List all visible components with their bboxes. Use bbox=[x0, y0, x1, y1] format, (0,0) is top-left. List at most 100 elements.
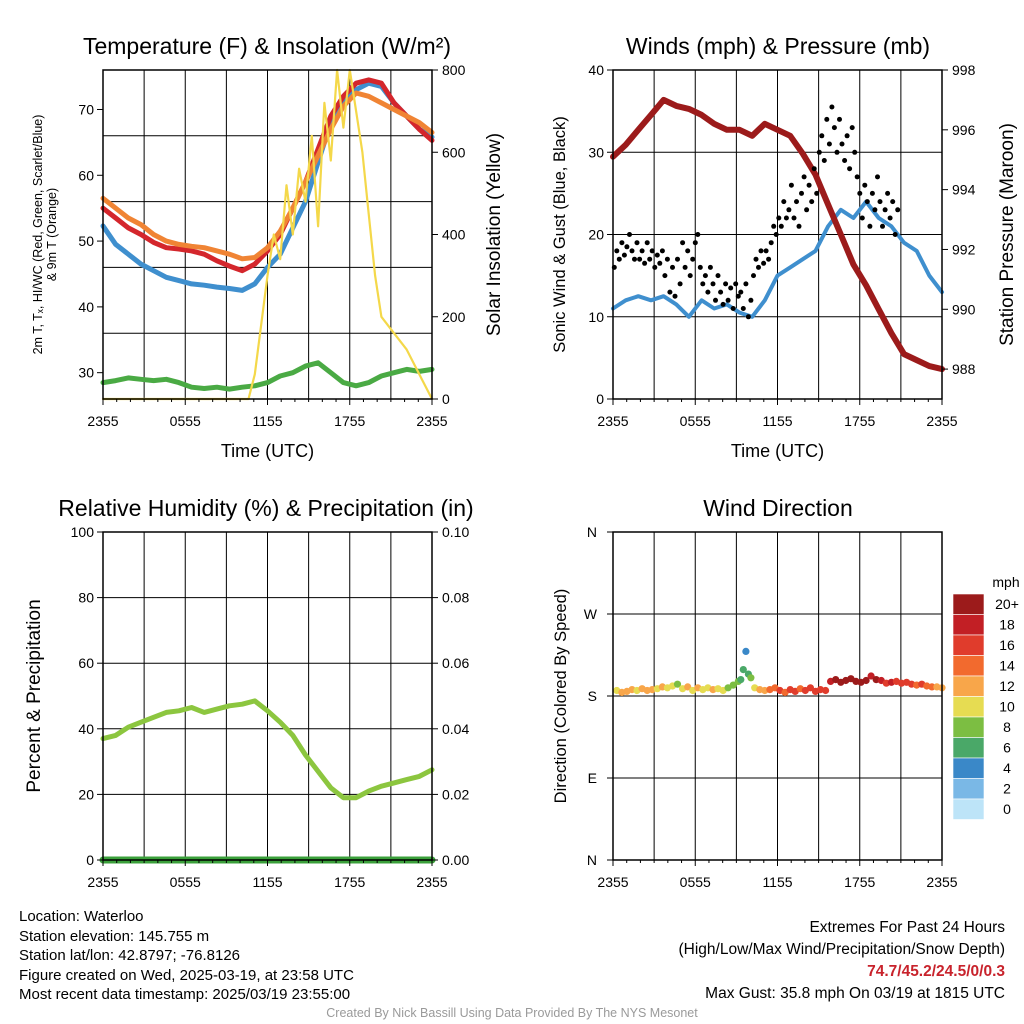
wind-x-tick-label: 2355 bbox=[597, 413, 628, 429]
gust-point bbox=[723, 281, 729, 287]
wind-title: Winds (mph) & Pressure (mb) bbox=[626, 33, 930, 59]
rh-y-axis-label: Percent & Precipitation bbox=[24, 599, 45, 792]
temp-y-tick-label: 30 bbox=[78, 365, 94, 381]
gust-point bbox=[852, 149, 858, 155]
gust-point bbox=[662, 273, 668, 279]
legend-label: 18 bbox=[999, 617, 1015, 633]
gust-point bbox=[682, 264, 688, 270]
wind-y2-tick-label: 998 bbox=[952, 62, 976, 78]
legend-label: 8 bbox=[1003, 719, 1011, 735]
dir-y-tick-label: N bbox=[587, 524, 597, 540]
wind-series-line bbox=[611, 199, 944, 319]
dir-x-tick-label: 0555 bbox=[680, 874, 711, 890]
gust-point bbox=[885, 190, 891, 196]
gust-point bbox=[616, 256, 622, 262]
extremes-values: 74.7/45.2/24.5/0/0.3 bbox=[867, 963, 1005, 980]
gust-point bbox=[758, 248, 764, 254]
gust-point bbox=[842, 158, 848, 163]
gust-point bbox=[702, 273, 708, 279]
rh-x-tick-label: 2355 bbox=[87, 874, 118, 890]
temp-y-tick-label: 50 bbox=[78, 233, 94, 249]
gust-point bbox=[720, 301, 726, 307]
gust-point bbox=[791, 215, 797, 221]
gust-point bbox=[685, 248, 691, 254]
wind-direction-point bbox=[806, 684, 815, 692]
temp-series-line bbox=[100, 360, 435, 392]
wind-y-tick-label: 10 bbox=[588, 309, 604, 325]
gust-point bbox=[687, 273, 693, 279]
rh-y-tick-label: 20 bbox=[78, 786, 94, 802]
gust-point bbox=[877, 199, 883, 205]
gust-point bbox=[677, 281, 683, 287]
gust-point bbox=[814, 190, 820, 196]
gust-point bbox=[639, 248, 645, 254]
wind-x-axis-label: Time (UTC) bbox=[731, 441, 824, 461]
credit-line: Created By Nick Bassill Using Data Provi… bbox=[326, 1006, 698, 1020]
legend-swatch bbox=[952, 634, 985, 656]
temp-y2-tick-label: 400 bbox=[442, 227, 466, 243]
wind-direction-point bbox=[867, 672, 875, 680]
gust-point bbox=[692, 240, 698, 246]
gust-point bbox=[700, 281, 706, 287]
recent-timestamp: Most recent data timestamp: 2025/03/19 2… bbox=[19, 986, 351, 1003]
gust-point bbox=[773, 232, 779, 237]
temp-y-tick-label: 60 bbox=[78, 167, 94, 183]
wind-direction-point bbox=[742, 647, 750, 656]
gust-point bbox=[621, 252, 627, 258]
gust-point bbox=[649, 248, 655, 254]
gust-point bbox=[816, 149, 822, 155]
gust-point bbox=[844, 133, 850, 139]
gust-point bbox=[834, 149, 840, 155]
gust-point bbox=[864, 199, 870, 205]
gust-point bbox=[839, 141, 845, 147]
legend-swatch bbox=[952, 737, 985, 759]
gust-point bbox=[781, 199, 787, 205]
gust-point bbox=[796, 223, 802, 229]
temp-y-axis-label: 2m T, Tₓ, HI/WC (Red, Green, Scarlet/Blu… bbox=[31, 115, 45, 355]
gust-point bbox=[654, 252, 660, 258]
gust-point bbox=[811, 166, 817, 172]
gust-point bbox=[854, 174, 860, 180]
gust-point bbox=[872, 207, 878, 213]
gust-point bbox=[751, 273, 756, 279]
gust-point bbox=[675, 256, 680, 262]
temp-title: Temperature (F) & Insolation (W/m²) bbox=[83, 33, 451, 59]
wind-direction-point bbox=[684, 683, 692, 691]
gust-point bbox=[756, 264, 761, 270]
gust-point bbox=[776, 215, 782, 221]
wind-direction-point bbox=[862, 676, 870, 685]
gust-point bbox=[761, 260, 767, 266]
gust-point bbox=[627, 232, 632, 237]
extremes-subtitle: (High/Low/Max Wind/Precipitation/Snow De… bbox=[678, 941, 1006, 958]
gust-point bbox=[664, 256, 670, 262]
legend-swatch bbox=[952, 798, 985, 820]
temp-x-tick-label: 1755 bbox=[334, 413, 365, 429]
gust-point bbox=[887, 215, 893, 221]
dir-title: Wind Direction bbox=[703, 495, 853, 521]
gust-point bbox=[829, 104, 835, 110]
gust-point bbox=[880, 223, 885, 229]
gust-point bbox=[753, 256, 759, 262]
legend-swatch bbox=[952, 675, 985, 697]
gust-point bbox=[763, 248, 769, 254]
wind-y-tick-label: 30 bbox=[588, 144, 604, 160]
legend-swatch bbox=[952, 757, 985, 779]
gust-point bbox=[890, 199, 896, 205]
legend-swatch bbox=[952, 655, 985, 677]
gust-point bbox=[624, 244, 630, 250]
gust-point bbox=[824, 116, 830, 122]
gust-point bbox=[725, 297, 731, 303]
gust-point bbox=[629, 248, 635, 254]
wind-y-tick-label: 40 bbox=[588, 62, 604, 78]
rh-x-tick-label: 0555 bbox=[170, 874, 201, 890]
gust-point bbox=[788, 182, 794, 188]
gust-point bbox=[670, 264, 675, 270]
temp-x-tick-label: 0555 bbox=[170, 413, 201, 429]
gust-point bbox=[680, 240, 686, 246]
wind-x-tick-label: 1755 bbox=[844, 413, 875, 429]
legend-label: 20+ bbox=[995, 596, 1019, 612]
max-gust: Max Gust: 35.8 mph On 03/19 at 1815 UTC bbox=[705, 985, 1005, 1002]
wind-series-line bbox=[610, 96, 945, 373]
gust-point bbox=[707, 264, 713, 270]
wind-direction-point bbox=[747, 674, 755, 682]
